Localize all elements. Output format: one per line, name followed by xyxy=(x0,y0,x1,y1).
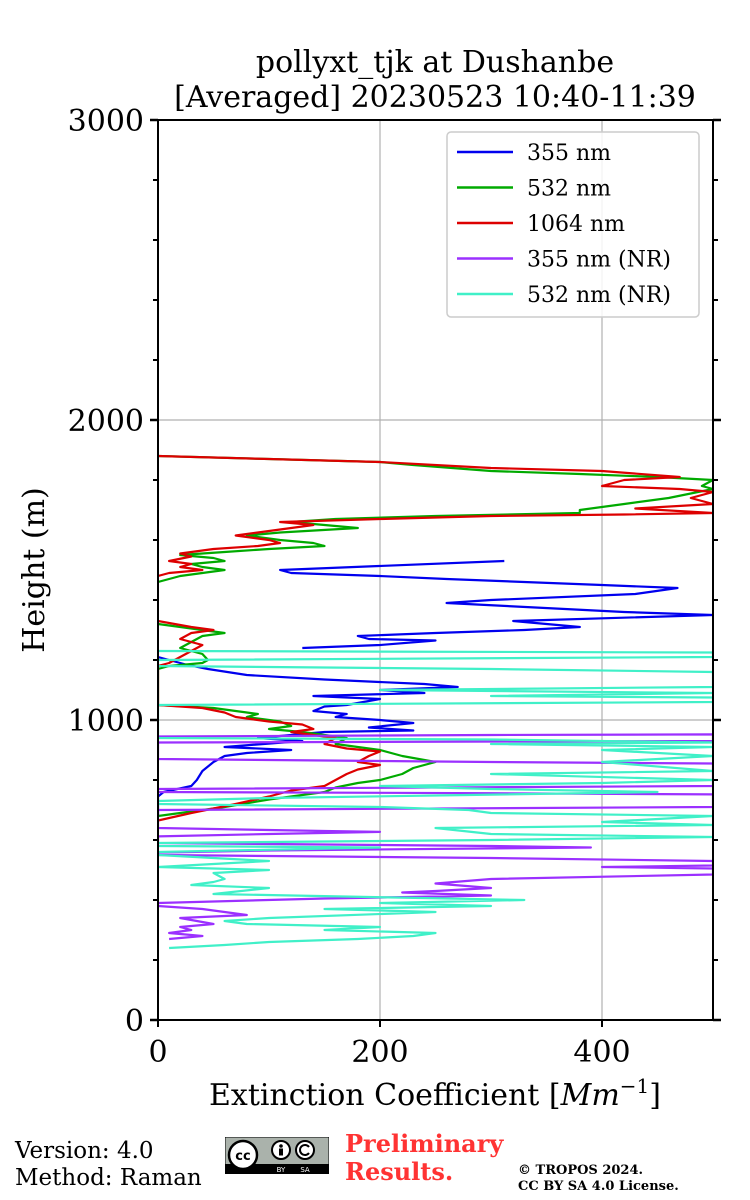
x-tick-label: 200 xyxy=(351,1035,408,1070)
legend-label: 355 nm (NR) xyxy=(527,248,671,273)
series-line-355-nm-0 xyxy=(158,655,459,816)
axis-ticks: 0 200 400 0 1000 2000 3000 xyxy=(68,104,721,1070)
chart-subtitle: [Averaged] 20230523 10:40-11:39 xyxy=(174,80,696,115)
y-axis-label: Height (m) xyxy=(17,487,52,652)
legend: 355 nm 532 nm 1064 nm 355 nm (NR) 532 nm (NR… xyxy=(446,131,700,318)
y-tick-label: 2000 xyxy=(68,404,144,439)
y-tick-label: 3000 xyxy=(68,104,144,139)
series-line-1064-nm-4 xyxy=(158,454,713,578)
cc-icon xyxy=(227,1139,259,1171)
cc-license-badge: cc BY SA xyxy=(225,1137,329,1174)
cc-icon-text: cc xyxy=(235,1149,250,1164)
series-line-355-nm-nr--6 xyxy=(158,733,713,941)
chart-title: pollyxt_tjk at Dushanbe xyxy=(256,45,614,80)
legend-label: 532 nm (NR) xyxy=(527,283,671,308)
series-line-355-nm-1 xyxy=(279,559,713,650)
legend-label: 1064 nm xyxy=(527,212,625,237)
series-line-532-nm-3 xyxy=(158,622,437,818)
plot-frame xyxy=(157,119,714,1021)
legend-label: 532 nm xyxy=(527,177,611,202)
series-line-532-nm-2 xyxy=(158,454,713,584)
cc-by-text: BY xyxy=(277,1166,286,1174)
preliminary-notice: Preliminary Results. xyxy=(345,1129,504,1186)
x-axis-label: Extinction Coefficient [Mm−1] xyxy=(209,1074,661,1113)
series-line-532-nm-nr--7 xyxy=(158,649,713,950)
y-tick-label: 1000 xyxy=(68,704,144,739)
version-text: Version: 4.0 xyxy=(15,1138,154,1164)
x-tick-label: 400 xyxy=(573,1035,630,1070)
x-tick-label: 0 xyxy=(148,1035,167,1070)
footer-version-info: Version: 4.0 Method: Raman xyxy=(15,1138,202,1192)
legend-box xyxy=(446,131,700,318)
cc-sa-text: SA xyxy=(300,1166,310,1174)
legend-label: 355 nm xyxy=(527,141,611,166)
series-lines xyxy=(158,454,713,950)
copyright-notice: © TROPOS 2024. CC BY SA 4.0 License. xyxy=(518,1163,679,1194)
method-text: Method: Raman xyxy=(15,1165,202,1191)
y-tick-label: 0 xyxy=(125,1004,144,1039)
sa-icon xyxy=(295,1140,315,1160)
